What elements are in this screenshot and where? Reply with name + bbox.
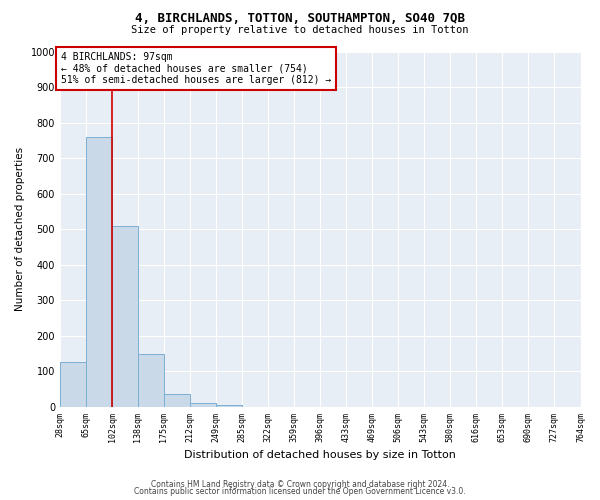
Bar: [86, 137, 112, 407]
Bar: [190, 402, 216, 407]
Text: 4 BIRCHLANDS: 97sqm
← 48% of detached houses are smaller (754)
51% of semi-detac: 4 BIRCHLANDS: 97sqm ← 48% of detached ho…: [61, 52, 332, 86]
Bar: [138, 354, 164, 407]
Bar: [216, 405, 242, 407]
X-axis label: Distribution of detached houses by size in Totton: Distribution of detached houses by size …: [184, 450, 456, 460]
Bar: [164, 394, 190, 407]
Bar: [112, 226, 138, 407]
Text: Contains HM Land Registry data © Crown copyright and database right 2024.: Contains HM Land Registry data © Crown c…: [151, 480, 449, 489]
Text: Contains public sector information licensed under the Open Government Licence v3: Contains public sector information licen…: [134, 488, 466, 496]
Text: 4, BIRCHLANDS, TOTTON, SOUTHAMPTON, SO40 7QB: 4, BIRCHLANDS, TOTTON, SOUTHAMPTON, SO40…: [135, 12, 465, 26]
Text: Size of property relative to detached houses in Totton: Size of property relative to detached ho…: [131, 25, 469, 35]
Bar: [60, 362, 86, 407]
Y-axis label: Number of detached properties: Number of detached properties: [15, 147, 25, 311]
